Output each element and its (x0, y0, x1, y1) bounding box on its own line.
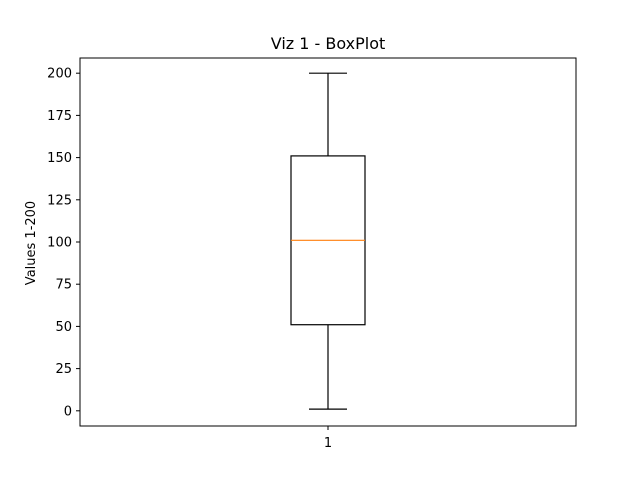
y-tick-label: 25 (55, 362, 72, 377)
y-axis-label: Values 1-200 (24, 201, 39, 285)
y-tick-label: 125 (47, 193, 72, 208)
y-tick-label: 0 (64, 404, 72, 419)
y-tick-label: 50 (55, 320, 72, 335)
y-tick-label: 150 (47, 151, 72, 166)
x-tick-label: 1 (324, 436, 332, 451)
y-tick-label: 75 (55, 278, 72, 293)
y-tick-label: 200 (47, 67, 72, 82)
plot-area: 0 25 50 75 100 125 150 175 200 1 (47, 67, 366, 451)
chart-title: Viz 1 - BoxPlot (271, 34, 386, 53)
plot-frame (79, 57, 577, 427)
y-tick-label: 100 (47, 236, 72, 251)
y-tick-label: 175 (47, 109, 72, 124)
